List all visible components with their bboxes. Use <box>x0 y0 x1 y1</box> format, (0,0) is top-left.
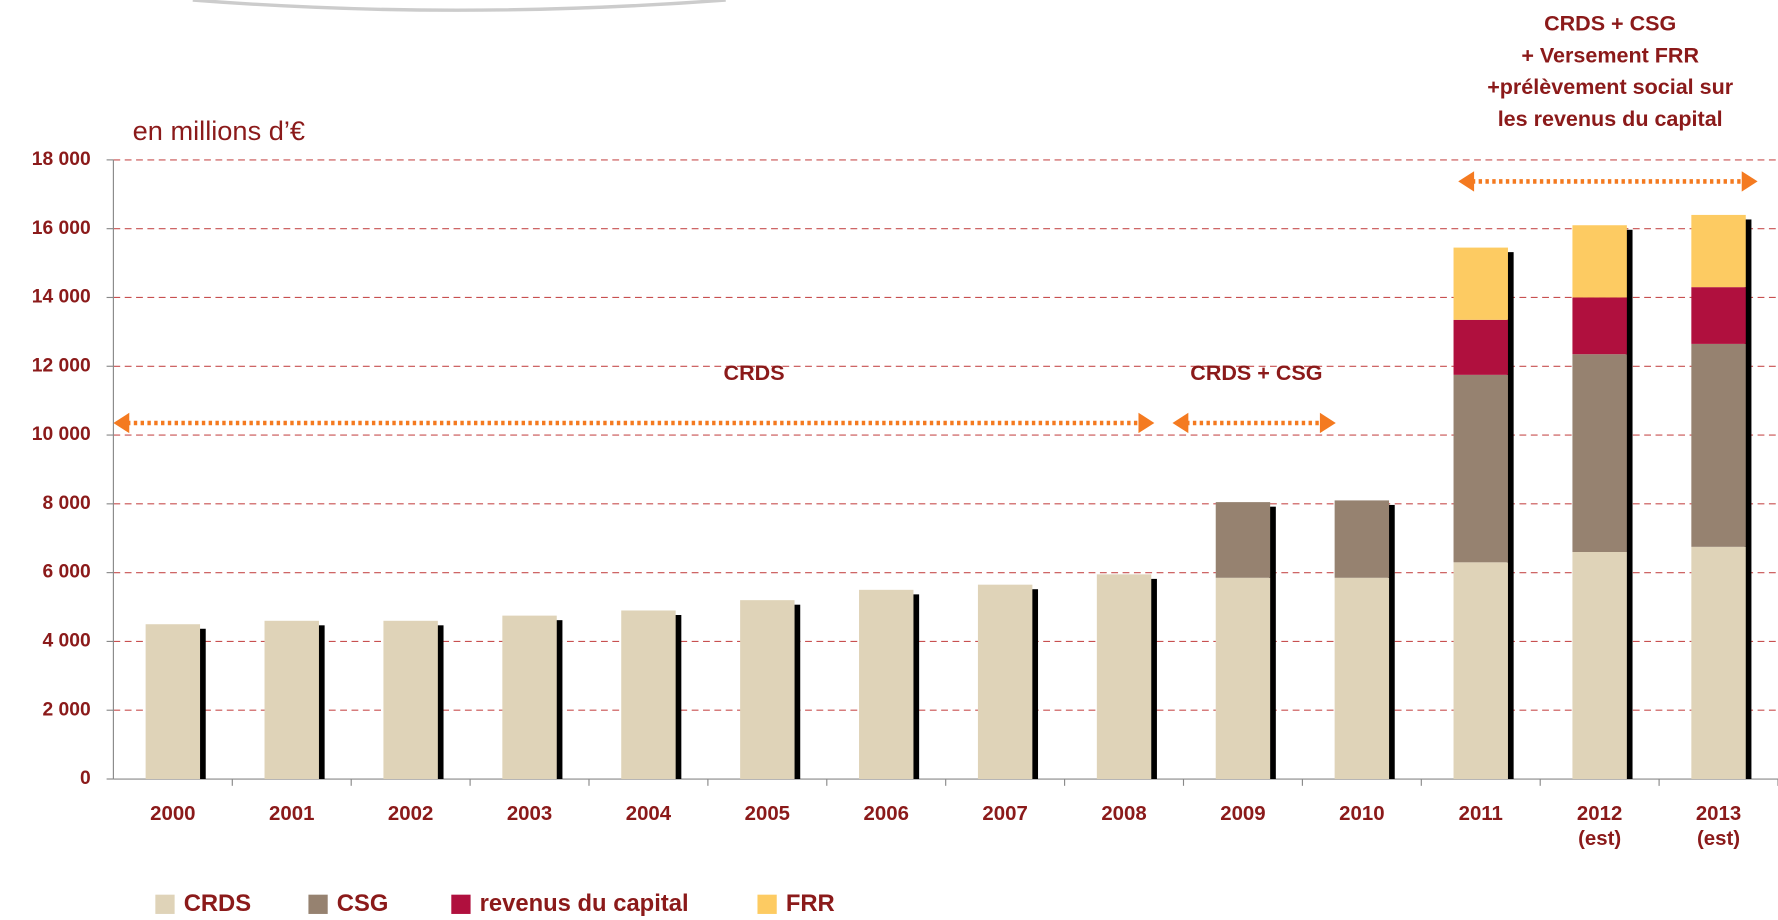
annotation: CRDS <box>724 361 785 385</box>
annotation: +prélèvement social sur <box>1487 75 1734 99</box>
bar-segment <box>145 624 201 780</box>
bar-shadow <box>1387 504 1395 780</box>
legend-label: CSG <box>337 890 389 917</box>
bar-segment <box>1691 546 1746 780</box>
y-tick-label: 4 000 <box>42 631 90 652</box>
y-tick-label: 8 000 <box>42 493 90 514</box>
legend-swatch <box>308 894 328 914</box>
bar-segment <box>1215 577 1271 780</box>
bar-segment <box>1334 577 1390 780</box>
bar-segment <box>383 620 438 780</box>
bar-segment <box>1453 374 1508 563</box>
annotation: CRDS + CSG <box>1544 12 1676 36</box>
bar-shadow <box>436 625 444 780</box>
bar-segment <box>1691 287 1746 344</box>
x-tick-label: 2002 <box>387 801 434 825</box>
bar-shadow <box>1269 506 1276 780</box>
bar-segment <box>1453 562 1508 780</box>
bar-segment <box>264 620 319 780</box>
bar-shadow <box>198 628 206 780</box>
bar-shadow <box>674 615 682 780</box>
bar-shadow <box>1031 589 1039 780</box>
legend-label: revenus du capital <box>480 890 689 917</box>
bar-segment <box>1215 502 1271 578</box>
bar-segment <box>1096 574 1152 780</box>
bar-segment <box>1334 500 1390 578</box>
y-axis-title: en millions d’€ <box>133 115 305 146</box>
bar-segment <box>1453 319 1508 375</box>
bar-shadow <box>912 594 920 780</box>
x-tick-label: 2007 <box>982 801 1028 825</box>
x-tick-label: 2012 (est) <box>1576 801 1623 850</box>
y-tick-label: 2 000 <box>42 699 90 720</box>
y-tick-label: 12 000 <box>32 355 91 376</box>
x-tick-label: 2001 <box>269 801 315 825</box>
legend-swatch <box>155 894 175 914</box>
x-tick-label: 2008 <box>1101 801 1147 825</box>
bar-shadow <box>1625 229 1633 780</box>
bar-shadow <box>1744 219 1752 780</box>
x-tick-label: 2013 (est) <box>1695 801 1742 850</box>
annotation: CRDS + CSG <box>1190 361 1322 385</box>
legend-swatch <box>757 894 777 914</box>
annotation: les revenus du capital <box>1498 107 1723 131</box>
x-tick-label: 2009 <box>1220 801 1266 825</box>
x-tick-label: 2003 <box>506 801 553 825</box>
legend-swatch <box>451 894 471 914</box>
x-tick-label: 2004 <box>625 801 672 825</box>
bar-segment <box>977 584 1033 780</box>
legend-label: FRR <box>786 890 835 917</box>
x-tick-label: 2005 <box>744 801 791 825</box>
bar-segment <box>1691 343 1746 547</box>
bar-segment <box>1572 225 1627 298</box>
bar-segment <box>1691 214 1746 288</box>
y-tick-label: 0 <box>80 768 91 789</box>
bar-segment <box>740 600 795 780</box>
x-tick-label: 2011 <box>1458 801 1503 825</box>
bar-segment <box>621 610 676 780</box>
bar-segment <box>1453 247 1508 320</box>
x-tick-label: 2006 <box>863 801 909 825</box>
bar-shadow <box>317 625 325 780</box>
legend-label: CRDS <box>184 890 251 917</box>
y-tick-label: 14 000 <box>32 287 91 308</box>
bar-shadow <box>1150 578 1157 780</box>
y-tick-label: 10 000 <box>32 424 91 445</box>
bar-shadow <box>1506 252 1514 780</box>
y-tick-label: 16 000 <box>32 218 91 239</box>
bar-segment <box>1572 551 1627 780</box>
y-tick-label: 6 000 <box>42 562 90 583</box>
bar-segment <box>1572 354 1627 552</box>
bar-segment <box>859 589 914 780</box>
x-tick-label: 2000 <box>150 801 196 825</box>
y-tick-label: 18 000 <box>32 149 91 170</box>
bar-segment <box>1572 297 1627 355</box>
x-tick-label: 2010 <box>1339 801 1385 825</box>
annotation: + Versement FRR <box>1521 43 1699 67</box>
bar-segment <box>502 615 557 780</box>
bar-shadow <box>793 604 801 780</box>
decoration <box>192 0 726 12</box>
bar-shadow <box>555 620 563 780</box>
